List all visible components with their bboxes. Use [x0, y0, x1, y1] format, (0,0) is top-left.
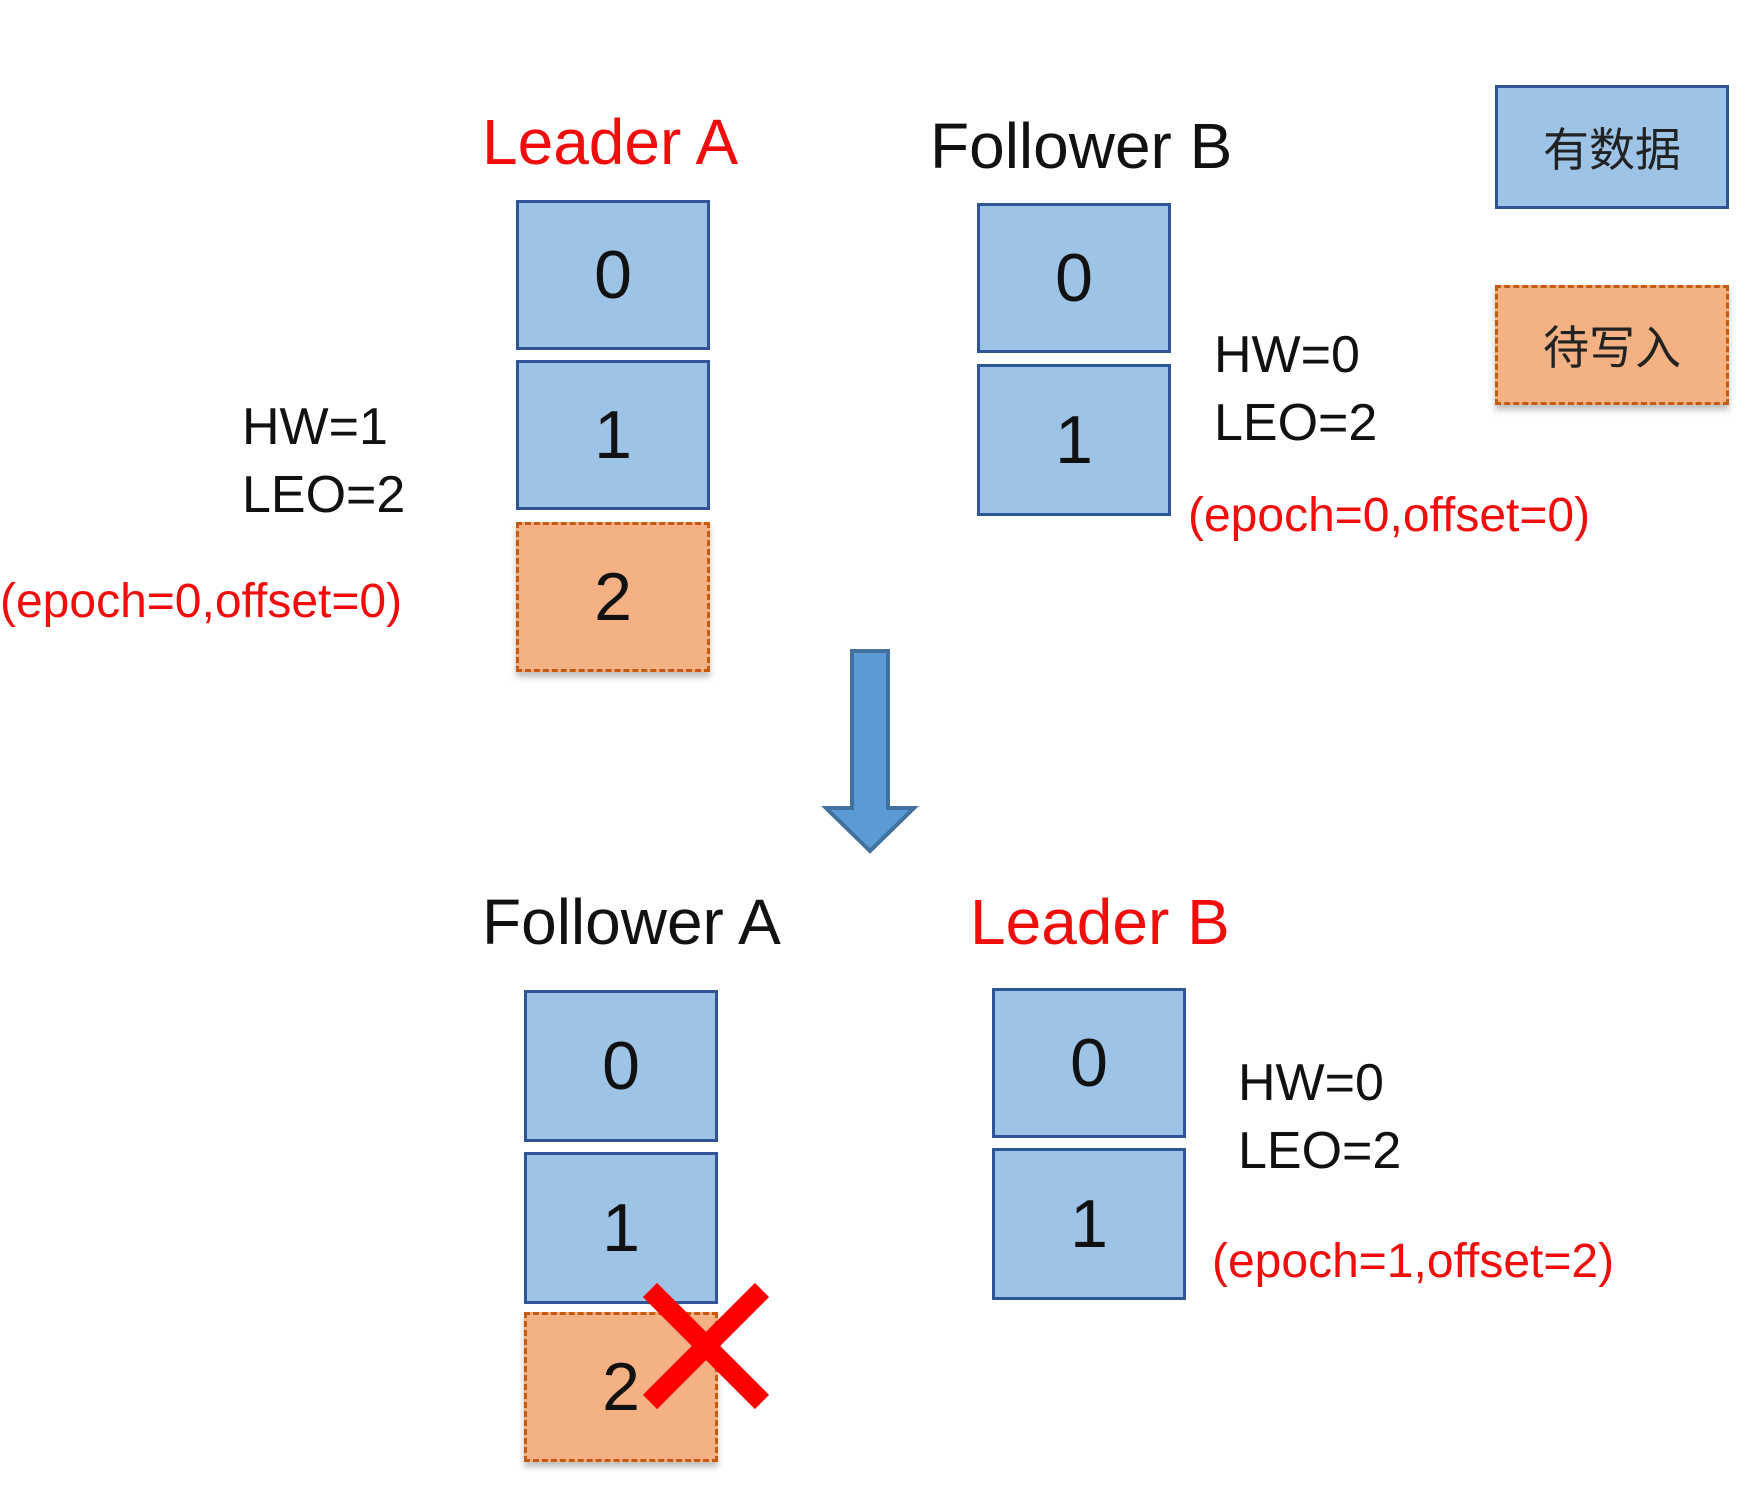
- leader-b-watermarks: HW=0 LEO=2: [1238, 1049, 1401, 1185]
- leader-b-epoch: (epoch=1,offset=2): [1212, 1235, 1615, 1288]
- down-arrow-icon: [821, 649, 919, 854]
- leader-a-watermarks: HW=1 LEO=2: [242, 393, 405, 529]
- legend-pending-write: 待写入: [1495, 285, 1729, 405]
- leader-b-hw: HW=0: [1238, 1054, 1384, 1112]
- follower-b-leo: LEO=2: [1214, 394, 1378, 452]
- follower-a-offset-1: 1: [524, 1152, 718, 1304]
- follower-a-offset-0: 0: [524, 990, 718, 1142]
- leader-a-offset-1: 1: [516, 360, 710, 510]
- cross-icon: [642, 1282, 770, 1410]
- leader-a-leo: LEO=2: [242, 466, 406, 524]
- follower-b-epoch: (epoch=0,offset=0): [1188, 489, 1591, 542]
- follower-b-offset-1: 1: [977, 364, 1171, 516]
- follower-b-watermarks: HW=0 LEO=2: [1214, 321, 1377, 457]
- follower-b-hw: HW=0: [1214, 326, 1360, 384]
- leader-a-hw: HW=1: [242, 398, 388, 456]
- leader-b-leo: LEO=2: [1238, 1122, 1402, 1180]
- follower-b-title: Follower B: [930, 110, 1233, 182]
- follower-b-offset-0: 0: [977, 203, 1171, 353]
- follower-a-title: Follower A: [482, 886, 781, 958]
- leader-a-title: Leader A: [482, 106, 739, 178]
- leader-a-offset-2: 2: [516, 522, 710, 672]
- follower-a-offset-2: 2: [524, 1312, 718, 1462]
- leader-a-epoch: (epoch=0,offset=0): [0, 575, 403, 628]
- leader-b-offset-1: 1: [992, 1148, 1186, 1300]
- legend-has-data: 有数据: [1495, 85, 1729, 209]
- leader-b-offset-0: 0: [992, 988, 1186, 1138]
- leader-b-title: Leader B: [970, 886, 1230, 958]
- leader-a-offset-0: 0: [516, 200, 710, 350]
